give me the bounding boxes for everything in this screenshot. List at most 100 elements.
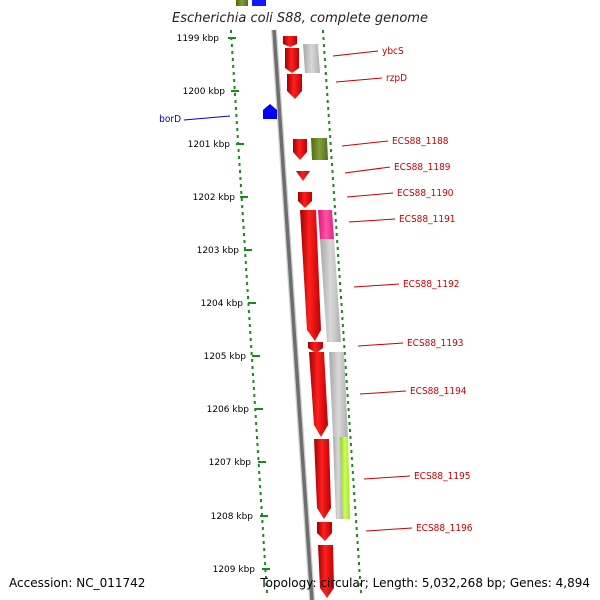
outer-track-dot (354, 513, 357, 516)
inner-track-dot (260, 506, 263, 509)
inner-track-dot (248, 324, 251, 327)
outer-track-dot (356, 541, 359, 544)
inner-track-dot (244, 261, 247, 264)
gene-label-ybcS: ybcS (382, 46, 404, 57)
gene-rzpD[interactable] (287, 74, 302, 99)
cog-bar-1195-lime (340, 437, 350, 519)
gene-label-ECS88_1188: ECS88_1188 (392, 136, 449, 147)
inner-track-dot (258, 478, 261, 481)
tick-label-1201: 1201 kbp (188, 140, 231, 150)
gene-ECS88_1195[interactable] (314, 439, 331, 519)
inner-track-dot (232, 65, 235, 68)
outer-track-dot (340, 310, 343, 313)
inner-track-dot (259, 485, 262, 488)
inner-track-dot (256, 436, 258, 439)
outer-track-dot (337, 261, 340, 264)
leader-1193 (357, 342, 404, 347)
outer-track-dot (351, 464, 354, 467)
tick-label-1203: 1203 kbp (197, 246, 240, 256)
outer-track-dot (337, 254, 340, 257)
outer-track-dot (324, 72, 327, 75)
outer-track-dot (350, 450, 353, 453)
gene-ECS88_1194[interactable] (309, 352, 328, 437)
gene-labels: ybcS rzpD ECS88_1188 ECS88_1189 ECS88_11… (332, 46, 473, 534)
inner-track-dot (240, 191, 243, 194)
outer-track-dot (338, 268, 341, 271)
gene-ybcS-b[interactable] (285, 48, 299, 73)
leader-1189 (344, 166, 391, 174)
inner-track-dot (242, 226, 245, 229)
outer-track-dot (341, 317, 344, 320)
leader-1194 (359, 390, 407, 395)
outer-track-dot (338, 275, 341, 278)
tick-label-1202: 1202 kbp (193, 193, 236, 203)
leader-1195 (363, 475, 411, 480)
inner-track-dot (264, 562, 267, 565)
inner-track-dot (244, 254, 247, 257)
outer-track-dot (346, 387, 349, 390)
gene-borD[interactable] (263, 104, 277, 119)
gene-ECS88_1190[interactable] (298, 192, 312, 208)
outer-track-dot (343, 352, 346, 355)
outer-track-dot (340, 296, 342, 299)
inner-track-dot (247, 303, 250, 306)
tick-label-1206: 1206 kbp (207, 405, 250, 415)
outer-track-dot (352, 478, 355, 481)
gene-ECS88_1197[interactable] (318, 545, 334, 598)
gene-ECS88_1188[interactable] (293, 139, 307, 160)
inner-track-dot (262, 541, 265, 544)
inner-track-dot (248, 317, 251, 320)
outer-track-dot (331, 170, 334, 173)
tick-label-1200: 1200 kbp (183, 87, 226, 97)
inner-track-dot (241, 205, 244, 208)
inner-track-dot (237, 149, 240, 152)
outer-track-dot (345, 380, 348, 383)
outer-track-dot (346, 394, 349, 397)
cog-bar-1188 (311, 138, 328, 160)
outer-track-dot (336, 247, 339, 250)
outer-track-dot (335, 226, 338, 229)
inner-track-dot (256, 443, 259, 446)
outer-track-dot (329, 142, 332, 145)
outer-track-dot (342, 338, 345, 341)
inner-track-dot (255, 429, 258, 432)
gene-label-ECS88_1192: ECS88_1192 (403, 279, 460, 290)
inner-track-dot (235, 121, 238, 124)
outer-track-dot (344, 366, 347, 369)
leader-1190 (346, 192, 394, 198)
gene-label-ECS88_1193: ECS88_1193 (407, 338, 464, 349)
outer-track-dot (348, 415, 350, 418)
inner-track-dot (241, 212, 244, 215)
outer-track-dot (355, 520, 358, 523)
gene-ECS88_1189[interactable] (296, 171, 310, 181)
gene-label-ECS88_1190: ECS88_1190 (397, 188, 454, 199)
outer-track-dot (356, 534, 359, 537)
inner-track-dot (243, 247, 246, 250)
outer-track-dot (339, 289, 342, 292)
outer-track-dot (349, 436, 352, 439)
outer-track-dot (345, 373, 348, 376)
inner-track-dot (250, 352, 253, 355)
gene-ECS88_1196[interactable] (317, 522, 332, 541)
outer-track-dot (349, 429, 351, 432)
inner-track-dot (234, 93, 236, 96)
inner-track-dot (252, 387, 255, 390)
inner-track-dot (234, 107, 237, 110)
gene-ybcS[interactable] (283, 36, 297, 47)
inner-track-dot (251, 359, 254, 362)
gene-borD-leader (183, 115, 231, 121)
tick-label-1207: 1207 kbp (209, 458, 252, 468)
outer-track-dot (322, 30, 324, 33)
inner-track-dot (257, 457, 260, 460)
outer-track-dot (342, 331, 345, 334)
inner-track-dot (257, 464, 260, 467)
outer-track-dot (347, 408, 350, 411)
gene-ECS88_1192[interactable] (300, 210, 321, 341)
gene-ECS88_1193[interactable] (308, 342, 323, 353)
outer-track-dot (334, 219, 337, 222)
inner-track-dot (242, 219, 245, 222)
gene-label-rzpD: rzpD (386, 73, 407, 84)
inner-track-dot (259, 492, 262, 495)
outer-track-dot (353, 499, 356, 502)
outer-track-dot (334, 212, 337, 215)
